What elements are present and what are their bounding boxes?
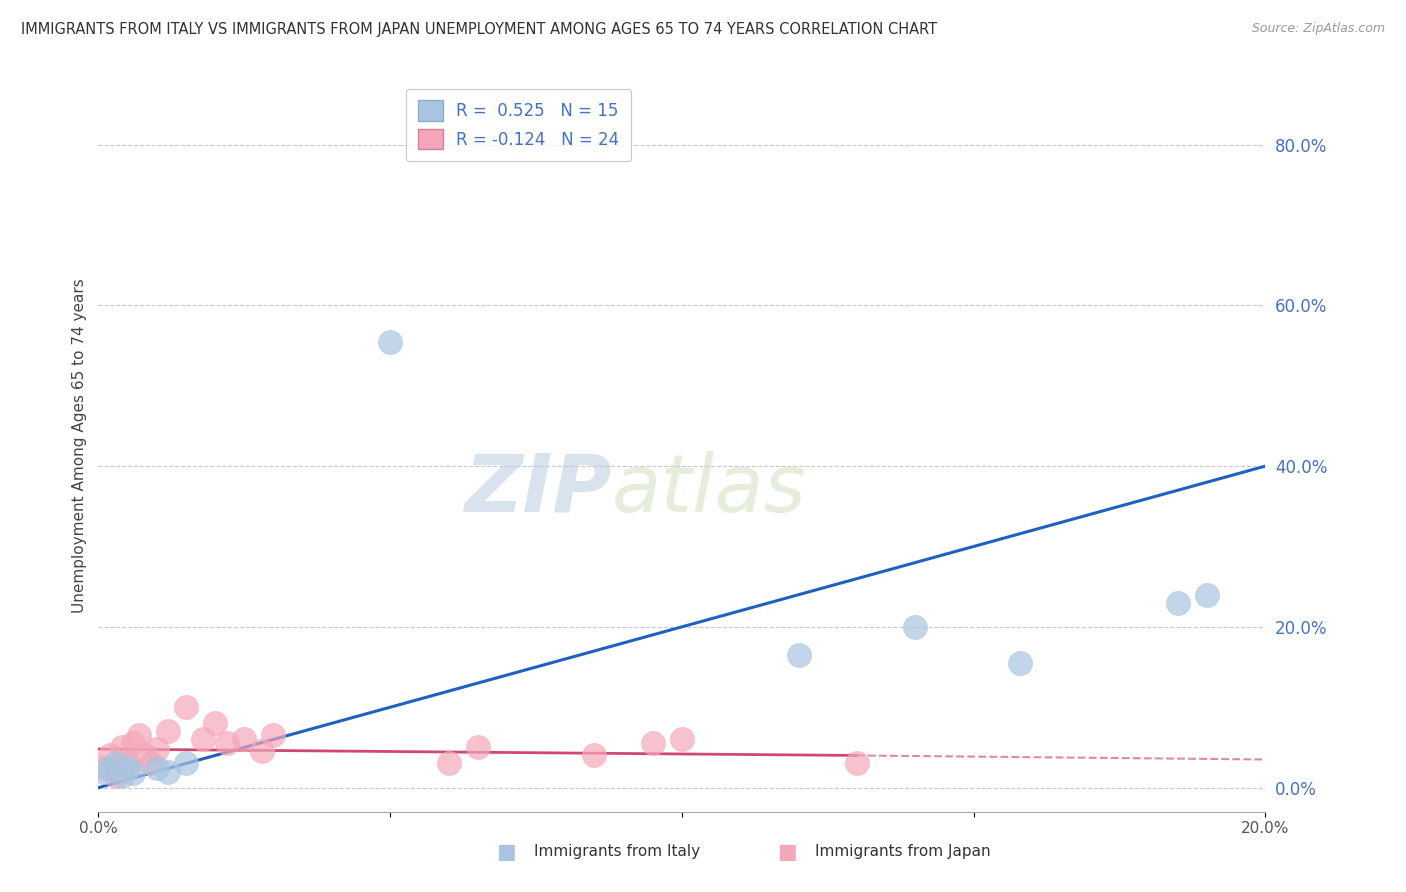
- Text: Immigrants from Japan: Immigrants from Japan: [815, 845, 991, 859]
- Text: IMMIGRANTS FROM ITALY VS IMMIGRANTS FROM JAPAN UNEMPLOYMENT AMONG AGES 65 TO 74 : IMMIGRANTS FROM ITALY VS IMMIGRANTS FROM…: [21, 22, 938, 37]
- Point: [122, 766, 145, 780]
- Point: [139, 756, 162, 771]
- Text: atlas: atlas: [612, 450, 807, 529]
- Point: [174, 700, 197, 714]
- Point: [157, 724, 180, 739]
- Y-axis label: Unemployment Among Ages 65 to 74 years: Unemployment Among Ages 65 to 74 years: [72, 278, 87, 614]
- Point: [93, 764, 115, 779]
- Point: [437, 756, 460, 771]
- Point: [193, 732, 215, 747]
- Point: [641, 736, 664, 750]
- Point: [122, 736, 145, 750]
- Point: [117, 756, 139, 771]
- Point: [904, 620, 927, 634]
- Point: [174, 756, 197, 771]
- Point: [671, 732, 693, 747]
- Text: ■: ■: [778, 842, 797, 862]
- Point: [128, 728, 150, 742]
- Point: [157, 764, 180, 779]
- Point: [111, 740, 134, 755]
- Point: [1167, 596, 1189, 610]
- Point: [111, 768, 134, 782]
- Point: [583, 748, 606, 763]
- Point: [93, 760, 115, 774]
- Point: [204, 716, 226, 731]
- Point: [117, 760, 139, 774]
- Legend: R =  0.525   N = 15, R = -0.124   N = 24: R = 0.525 N = 15, R = -0.124 N = 24: [406, 88, 631, 161]
- Text: Source: ZipAtlas.com: Source: ZipAtlas.com: [1251, 22, 1385, 36]
- Point: [146, 760, 169, 774]
- Point: [98, 748, 121, 763]
- Point: [104, 756, 127, 771]
- Text: ZIP: ZIP: [464, 450, 612, 529]
- Point: [845, 756, 868, 771]
- Point: [467, 740, 489, 755]
- Point: [146, 742, 169, 756]
- Point: [1010, 656, 1032, 670]
- Text: ■: ■: [496, 842, 516, 862]
- Point: [134, 748, 156, 763]
- Point: [233, 732, 256, 747]
- Point: [1195, 588, 1218, 602]
- Point: [215, 736, 238, 750]
- Text: Immigrants from Italy: Immigrants from Italy: [534, 845, 700, 859]
- Point: [378, 334, 402, 349]
- Point: [787, 648, 810, 662]
- Point: [250, 744, 273, 758]
- Point: [104, 768, 127, 782]
- Point: [262, 728, 284, 742]
- Point: [98, 760, 121, 774]
